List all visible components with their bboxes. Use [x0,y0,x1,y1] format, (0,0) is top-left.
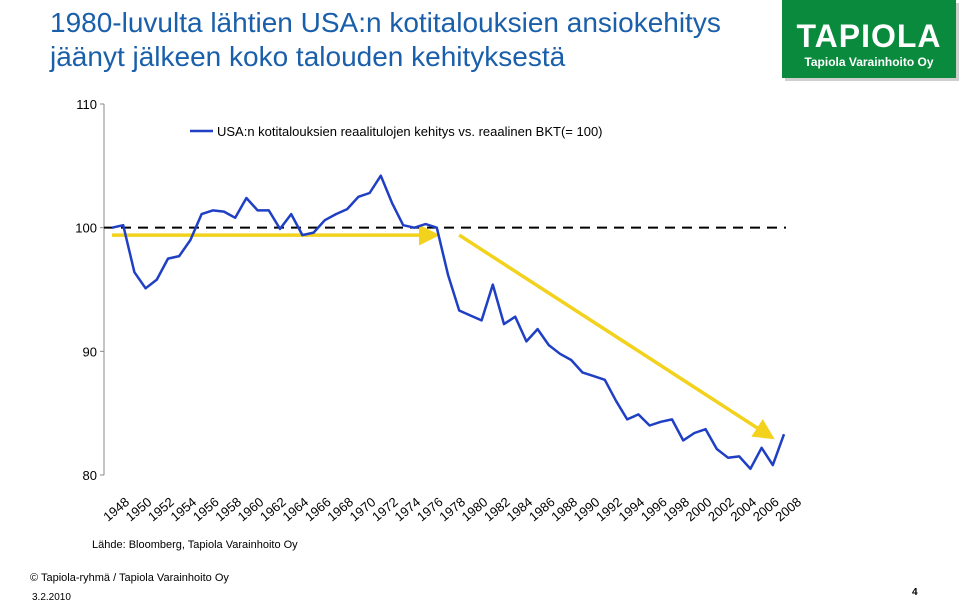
footer-copyright: © Tapiola-ryhmä / Tapiola Varainhoito Oy [30,572,229,584]
tapiola-logo: TAPIOLA Tapiola Varainhoito Oy [782,0,956,78]
y-tick-label-100: 100 [75,221,97,236]
y-tick-label-90: 90 [83,344,97,359]
footer-date: 3.2.2010 [32,592,71,603]
chart-legend: USA:n kotitalouksien reaalitulojen kehit… [190,124,603,139]
logo-name: TAPIOLA [796,18,942,54]
series-group [111,174,786,471]
tick-labels-group: 8090100110194819501952195419561958196019… [75,97,804,524]
slide-title: 1980-luvulta lähtien USA:n kotitalouksie… [50,6,770,74]
chart-axes [100,103,105,476]
trend-arrow-2 [458,233,775,440]
logo-subtitle: Tapiola Varainhoito Oy [804,55,934,69]
page-number: 4 [912,587,918,598]
source-note: Lähde: Bloomberg, Tapiola Varainhoito Oy [92,539,298,551]
x-tick-label-2008: 2008 [772,494,804,524]
trend-arrows-group [112,224,775,440]
legend-label: USA:n kotitalouksien reaalitulojen kehit… [217,124,603,139]
y-tick-label-80: 80 [83,468,97,483]
slide-title-line-2: jäänyt jälkeen koko talouden kehityksest… [50,41,566,72]
series-line-1 [111,174,786,471]
slide-title-line-1: 1980-luvulta lähtien USA:n kotitalouksie… [50,7,721,38]
y-tick-label-110: 110 [76,97,97,112]
